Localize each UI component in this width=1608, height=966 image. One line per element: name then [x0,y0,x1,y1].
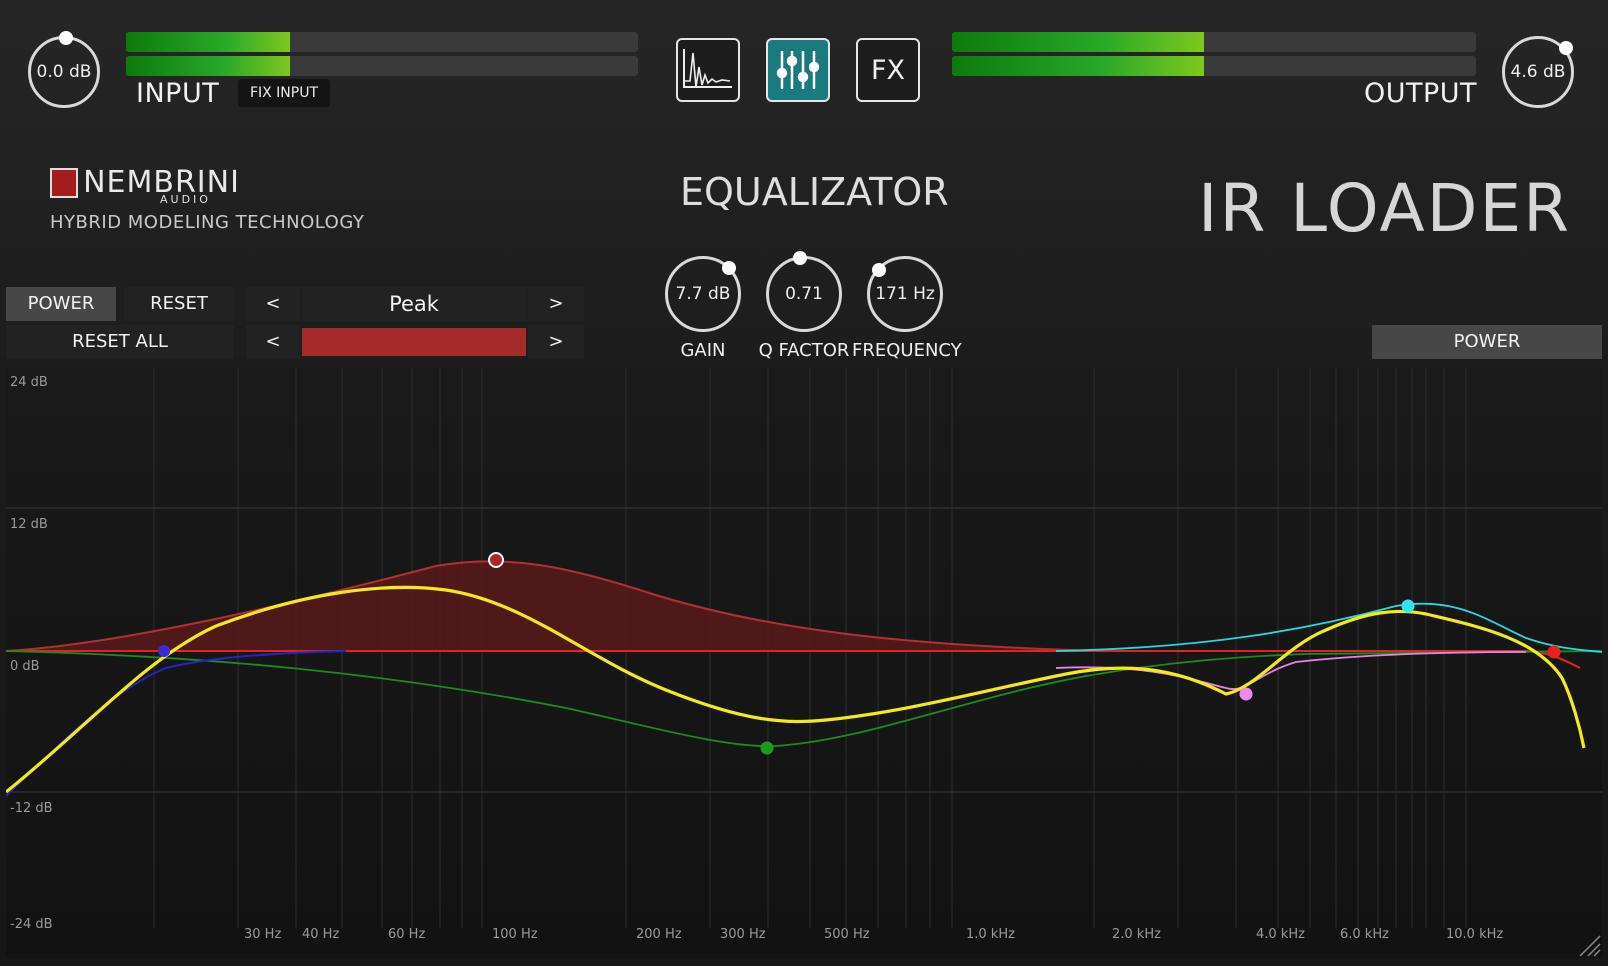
band-low-cut-curve [5,650,347,797]
band-peak-curve [5,560,1107,652]
frequency-knob[interactable]: 171 Hz [867,256,943,332]
band-node-peak[interactable] [488,552,504,568]
band-node-cyan[interactable] [1401,599,1415,613]
band-node-red[interactable] [1547,645,1561,659]
frequency-tick-label: 500 Hz [824,927,870,942]
band-color-swatch [302,328,526,356]
logo-sub: AUDIO [160,193,211,206]
logo-text: NEMBRINI [83,165,240,200]
band-high-mid-curve [1055,651,1527,690]
band-node-green[interactable] [760,741,774,755]
output-gain-knob[interactable]: 4.6 dB [1502,36,1574,108]
ir-power-button[interactable]: POWER [1372,325,1602,359]
gain-value: 7.7 dB [675,284,731,304]
power-button[interactable]: POWER [6,287,116,321]
frequency-tick-label: 200 Hz [636,927,682,942]
reset-button[interactable]: RESET [124,287,234,321]
reset-all-button[interactable]: RESET ALL [6,325,234,359]
gain-label: GAIN [680,340,726,361]
knob-indicator [793,251,807,265]
gain-knob[interactable]: 7.7 dB [665,256,741,332]
knob-indicator [872,263,886,277]
frequency-label: FREQUENCY [852,340,962,361]
input-gain-knob[interactable]: 0.0 dB [28,31,100,108]
input-meter-left [126,32,638,52]
band-peak-fill [6,561,1602,651]
db-axis: 24 dB 12 dB 0 dB -12 dB -24 dB [10,375,53,932]
output-label: OUTPUT [1364,78,1478,109]
frequency-tick-label: 4.0 kHz [1256,927,1305,942]
frequency-tick-label: 100 Hz [492,927,538,942]
impulse-response-icon [683,49,732,88]
db-tick-label: 12 dB [10,517,48,532]
fx-view-button[interactable]: FX [856,38,920,102]
knob-indicator [722,261,736,275]
frequency-tick-label: 30 Hz [244,927,281,942]
knob-indicator [59,31,73,45]
equalizer-view-button[interactable] [766,38,830,102]
total-response-curve [5,585,1586,794]
section-title: EQUALIZATOR [680,170,949,214]
band-node-blue[interactable] [158,645,170,657]
db-tick-label: 0 dB [10,659,40,674]
eq-graph[interactable]: 24 dB 12 dB 0 dB -12 dB -24 dB 30 Hz 40 Hz 60 … [5,368,1603,958]
frequency-tick-label: 1.0 kHz [966,927,1015,942]
product-title: IR LOADER [1198,170,1572,247]
output-meter-right [952,56,1476,76]
input-meter-right [126,56,638,76]
brand-tagline: HYBRID MODELING TECHNOLOGY [50,212,365,233]
filter-type-next-button[interactable]: > [528,287,584,321]
frequency-tick-label: 300 Hz [720,927,766,942]
frequency-axis: 30 Hz 40 Hz 60 Hz 100 Hz 200 Hz 300 Hz 500 Hz 1… [244,927,1503,942]
brand-logo: NEMBRINI AUDIO [50,165,240,206]
filter-type-display: Peak [302,287,526,321]
knob-indicator [1559,41,1573,55]
input-label: INPUT [136,78,220,109]
db-tick-label: -24 dB [10,917,53,932]
q-factor-knob[interactable]: 0.71 [766,251,842,332]
band-prev-button[interactable]: < [246,325,300,359]
band-low-mid-curve [5,650,1603,748]
frequency-tick-label: 6.0 kHz [1340,927,1389,942]
fix-input-button[interactable]: FIX INPUT [238,79,330,107]
band-node-pink[interactable] [1239,687,1253,701]
db-tick-label: 24 dB [10,375,48,390]
logo-n-box [50,168,78,198]
frequency-tick-label: 40 Hz [302,927,339,942]
fx-label: FX [870,54,906,86]
q-factor-value: 0.71 [785,284,823,304]
filter-type-prev-button[interactable]: < [246,287,300,321]
frequency-tick-label: 10.0 kHz [1446,927,1503,942]
equalizer-sliders-icon [776,51,820,89]
frequency-value: 171 Hz [875,284,935,304]
output-knob-value: 4.6 dB [1510,62,1566,82]
q-factor-label: Q FACTOR [758,340,850,361]
eq-curve-canvas[interactable]: 24 dB 12 dB 0 dB -12 dB -24 dB 30 Hz 40 Hz 60 … [5,368,1603,958]
band-next-button[interactable]: > [528,325,584,359]
ir-view-button[interactable] [676,38,740,102]
frequency-tick-label: 2.0 kHz [1112,927,1161,942]
output-meter-left [952,32,1476,52]
frequency-tick-label: 60 Hz [388,927,425,942]
input-knob-value: 0.0 dB [36,62,92,82]
db-tick-label: -12 dB [10,801,53,816]
resize-grip-icon[interactable] [1579,935,1601,957]
